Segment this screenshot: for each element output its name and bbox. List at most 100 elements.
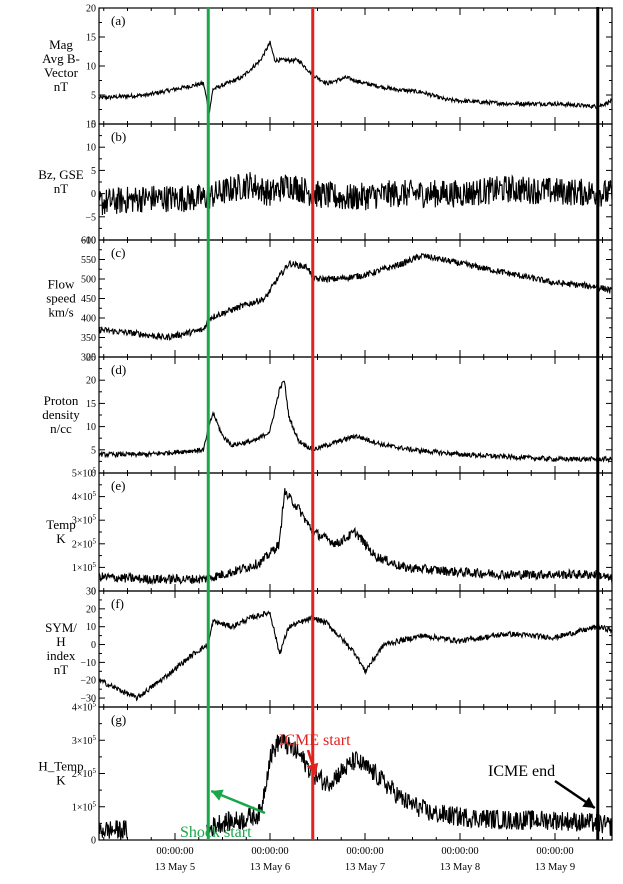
y-tick-label: −10 — [80, 236, 96, 247]
arrow-icme-end-head — [582, 796, 595, 808]
y-tick-label: 5×105 — [72, 467, 97, 480]
panel-tag-a: (a) — [111, 13, 125, 28]
panel-tag-e: (e) — [111, 478, 125, 493]
y-tick-label: 350 — [81, 333, 96, 344]
arrow-icme-start-head — [306, 762, 319, 775]
y-tick-label: 10 — [86, 143, 96, 154]
y-axis-title-b: nT — [54, 181, 69, 196]
y-axis-title-d: density — [42, 407, 80, 422]
y-tick-label: 3×105 — [72, 514, 97, 527]
y-axis-title-a: Vector — [44, 65, 79, 80]
y-tick-label: 600 — [81, 236, 96, 247]
y-tick-label: 15 — [86, 33, 96, 44]
y-axis-title-f: H — [56, 634, 65, 649]
event-lines-layer: ICME start ICME end Shock start — [180, 7, 600, 841]
y-tick-label: 5 — [91, 166, 96, 177]
y-tick-label: 0 — [91, 640, 96, 651]
y-tick-label: 0 — [91, 836, 96, 847]
y-tick-label: −10 — [80, 658, 96, 669]
y-tick-label: 15 — [86, 120, 96, 131]
y-tick-label: 550 — [81, 255, 96, 266]
y-tick-label: 20 — [86, 376, 96, 387]
data-trace-d — [99, 380, 612, 464]
x-tick-label-date: 13 May 5 — [155, 862, 195, 873]
panel-tag-b: (b) — [111, 129, 126, 144]
panel-tag-g: (g) — [111, 712, 126, 727]
y-tick-label: 20 — [86, 604, 96, 615]
y-tick-label: 400 — [81, 314, 96, 325]
y-axis-title-f: nT — [54, 662, 69, 677]
data-trace-a — [99, 40, 612, 114]
y-axis-title-f: index — [47, 648, 76, 663]
y-tick-label: 450 — [81, 294, 96, 305]
panel-tag-f: (f) — [111, 596, 124, 611]
arrow-shock-start-head — [211, 789, 224, 801]
y-tick-label: 10 — [86, 62, 96, 73]
y-axis-title-g: H_Temp — [38, 759, 83, 774]
y-tick-label: 1×105 — [72, 800, 97, 813]
y-tick-label: 2×105 — [72, 537, 97, 550]
y-tick-label: 0 — [91, 120, 96, 131]
x-tick-label-time: 00:00:00 — [441, 846, 478, 857]
y-tick-label: −30 — [80, 694, 96, 705]
data-trace-e — [99, 488, 612, 586]
y-axis-title-e: K — [56, 531, 66, 546]
panel-frame-a — [98, 7, 613, 125]
annotation-shock-start: Shock start — [180, 824, 252, 841]
y-axis-title-c: Flow — [48, 277, 75, 292]
x-tick-label-date: 13 May 7 — [345, 862, 385, 873]
panel-tag-d: (d) — [111, 362, 126, 377]
y-tick-label: 10 — [86, 622, 96, 633]
panel-frame-c — [98, 239, 613, 358]
y-tick-label: 20 — [86, 4, 96, 15]
y-tick-label: 500 — [81, 275, 96, 286]
x-tick-label-time: 00:00:00 — [536, 846, 573, 857]
y-tick-label: 0 — [91, 189, 96, 200]
y-tick-label: 3×105 — [72, 734, 97, 747]
x-tick-label-time: 00:00:00 — [251, 846, 288, 857]
y-axis-title-d: n/cc — [50, 421, 72, 436]
arrow-icme-start — [306, 749, 319, 776]
y-tick-label: 0 — [91, 587, 96, 598]
data-trace-f — [99, 610, 612, 702]
y-axis-title-c: km/s — [48, 305, 73, 320]
y-tick-label: 10 — [86, 422, 96, 433]
annotation-icme-end: ICME end — [488, 763, 555, 780]
x-tick-label-time: 00:00:00 — [156, 846, 193, 857]
x-tick-label-date: 13 May 9 — [535, 862, 575, 873]
y-axis-title-e: Temp — [46, 517, 75, 532]
panel-frame-d — [98, 356, 613, 474]
y-tick-label: 2×105 — [72, 767, 97, 780]
arrow-shock-start — [210, 789, 266, 815]
data-trace-b — [99, 172, 612, 215]
data-trace-c — [99, 252, 612, 342]
x-tick-label-date: 13 May 6 — [250, 862, 290, 873]
y-axis-title-b: Bz, GSE — [38, 167, 84, 182]
y-tick-label: −5 — [85, 212, 96, 223]
y-tick-label: 5 — [91, 445, 96, 456]
y-tick-label: 25 — [86, 353, 96, 364]
y-tick-label: 15 — [86, 399, 96, 410]
y-tick-label: 5 — [91, 91, 96, 102]
arrow-icme-end — [554, 779, 596, 810]
panel-frame-f — [98, 590, 613, 708]
y-axis-title-a: Avg B- — [42, 51, 80, 66]
annotation-icme-start: ICME start — [279, 732, 351, 749]
y-axis-title-f: SYM/ — [45, 620, 77, 635]
y-axis-title-a: nT — [54, 79, 69, 94]
y-tick-label: 4×105 — [72, 490, 97, 503]
data-trace-g — [99, 733, 612, 840]
y-axis-title-g: K — [56, 773, 66, 788]
y-tick-label: −20 — [80, 676, 96, 687]
panel-tag-c: (c) — [111, 245, 125, 260]
y-tick-label: 4×105 — [72, 701, 97, 714]
